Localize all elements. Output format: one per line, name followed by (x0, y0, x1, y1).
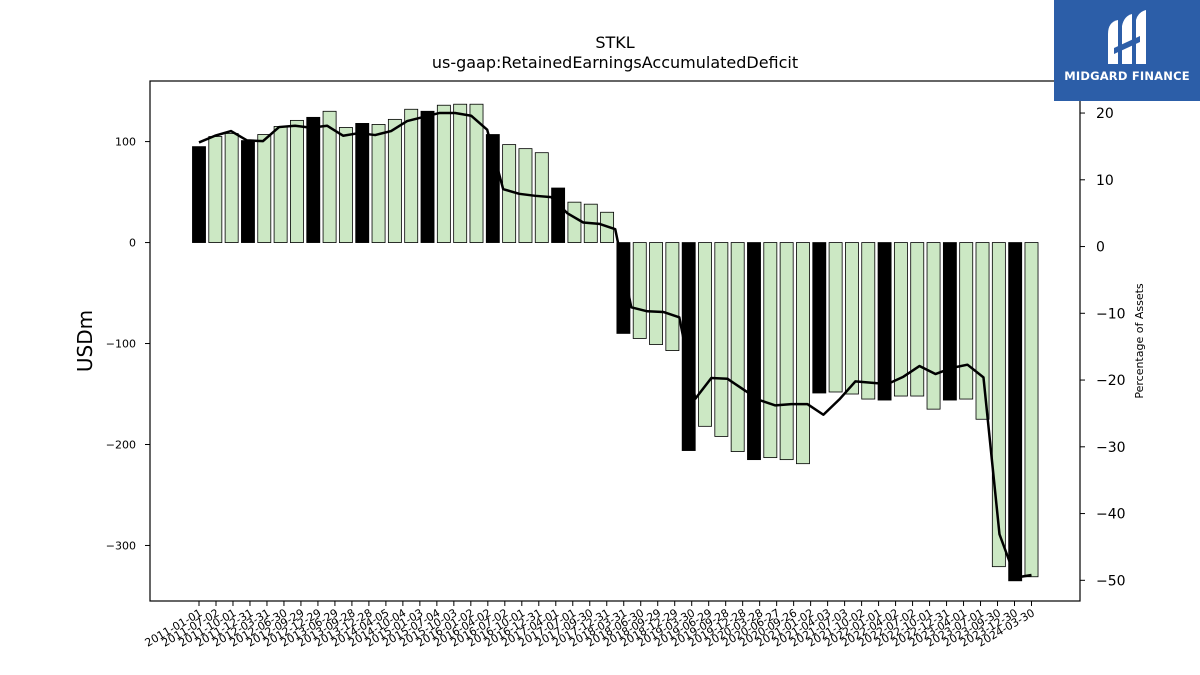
bar (910, 242, 925, 397)
bar (698, 242, 712, 427)
bar (796, 242, 810, 465)
chart-subtitle: us-gaap:RetainedEarningsAccumulatedDefic… (432, 53, 798, 72)
bar (371, 124, 386, 243)
bar (649, 242, 663, 345)
bar (224, 133, 239, 243)
bar (779, 242, 794, 461)
bar (828, 242, 843, 393)
y2-tick-label: 20 (1096, 106, 1114, 122)
bar (567, 201, 582, 243)
bar (241, 140, 255, 243)
bar (926, 242, 941, 410)
bar (436, 104, 451, 243)
bar (681, 242, 696, 451)
bar (551, 187, 566, 243)
bar (616, 242, 631, 334)
bar (665, 242, 680, 351)
bar (469, 103, 484, 243)
bar (632, 242, 647, 339)
y2-axis-label: Percentage of Assets (1133, 283, 1146, 399)
y2-tick-label: 10 (1096, 173, 1114, 189)
bar (1008, 242, 1023, 582)
bar (257, 134, 272, 243)
bar (1024, 242, 1039, 578)
y-axis-left: 100 0 −100 −200 −300 (106, 136, 150, 552)
bar (192, 146, 206, 243)
bar (975, 242, 990, 420)
bar (404, 108, 419, 243)
y2-tick-label: −40 (1096, 507, 1126, 523)
bar (355, 123, 370, 243)
y2-tick-label: 0 (1096, 240, 1105, 256)
bar (747, 242, 761, 461)
y-tick-label: −300 (106, 539, 136, 552)
bar (306, 116, 321, 243)
y2-tick-label: −20 (1096, 373, 1126, 389)
y-tick-label: −100 (106, 338, 136, 351)
bar (877, 242, 892, 401)
x-axis: 2011-01-012011-07-022011-10-012011-12-31… (143, 601, 1037, 650)
bars-layer (192, 103, 1039, 582)
bar (387, 118, 402, 243)
bar (322, 110, 337, 243)
bar (730, 242, 745, 452)
bar (959, 242, 974, 400)
bar (845, 242, 859, 395)
bar (338, 127, 353, 243)
logo-text: MIDGARD FINANCE (1064, 69, 1190, 83)
y-tick-label: 100 (115, 136, 136, 149)
y2-tick-label: −30 (1096, 440, 1126, 456)
bar (290, 119, 304, 243)
bar (273, 126, 288, 243)
bar (812, 242, 827, 394)
bar (714, 242, 729, 437)
percentage-of-assets-line (198, 111, 1032, 579)
bar (208, 136, 223, 243)
bar (453, 103, 468, 243)
plot-frame (149, 80, 1081, 602)
y-tick-label: −200 (106, 438, 136, 451)
bar (893, 242, 908, 397)
bar (942, 242, 957, 401)
bar (763, 242, 778, 459)
y-tick-label: 0 (129, 237, 136, 250)
y2-tick-label: −50 (1096, 573, 1126, 589)
y-axis-label: USDm (73, 310, 97, 372)
chart-title: STKL (595, 33, 634, 52)
y2-tick-label: −10 (1096, 306, 1126, 322)
midgard-finance-logo: MIDGARD FINANCE (1054, 0, 1200, 101)
midgard-logo-icon (1108, 10, 1146, 64)
y-axis-right: 20 10 0 −10 −20 −30 −40 −50 (1080, 106, 1126, 589)
bar (502, 144, 517, 243)
bar (420, 110, 435, 243)
bar (861, 242, 876, 400)
